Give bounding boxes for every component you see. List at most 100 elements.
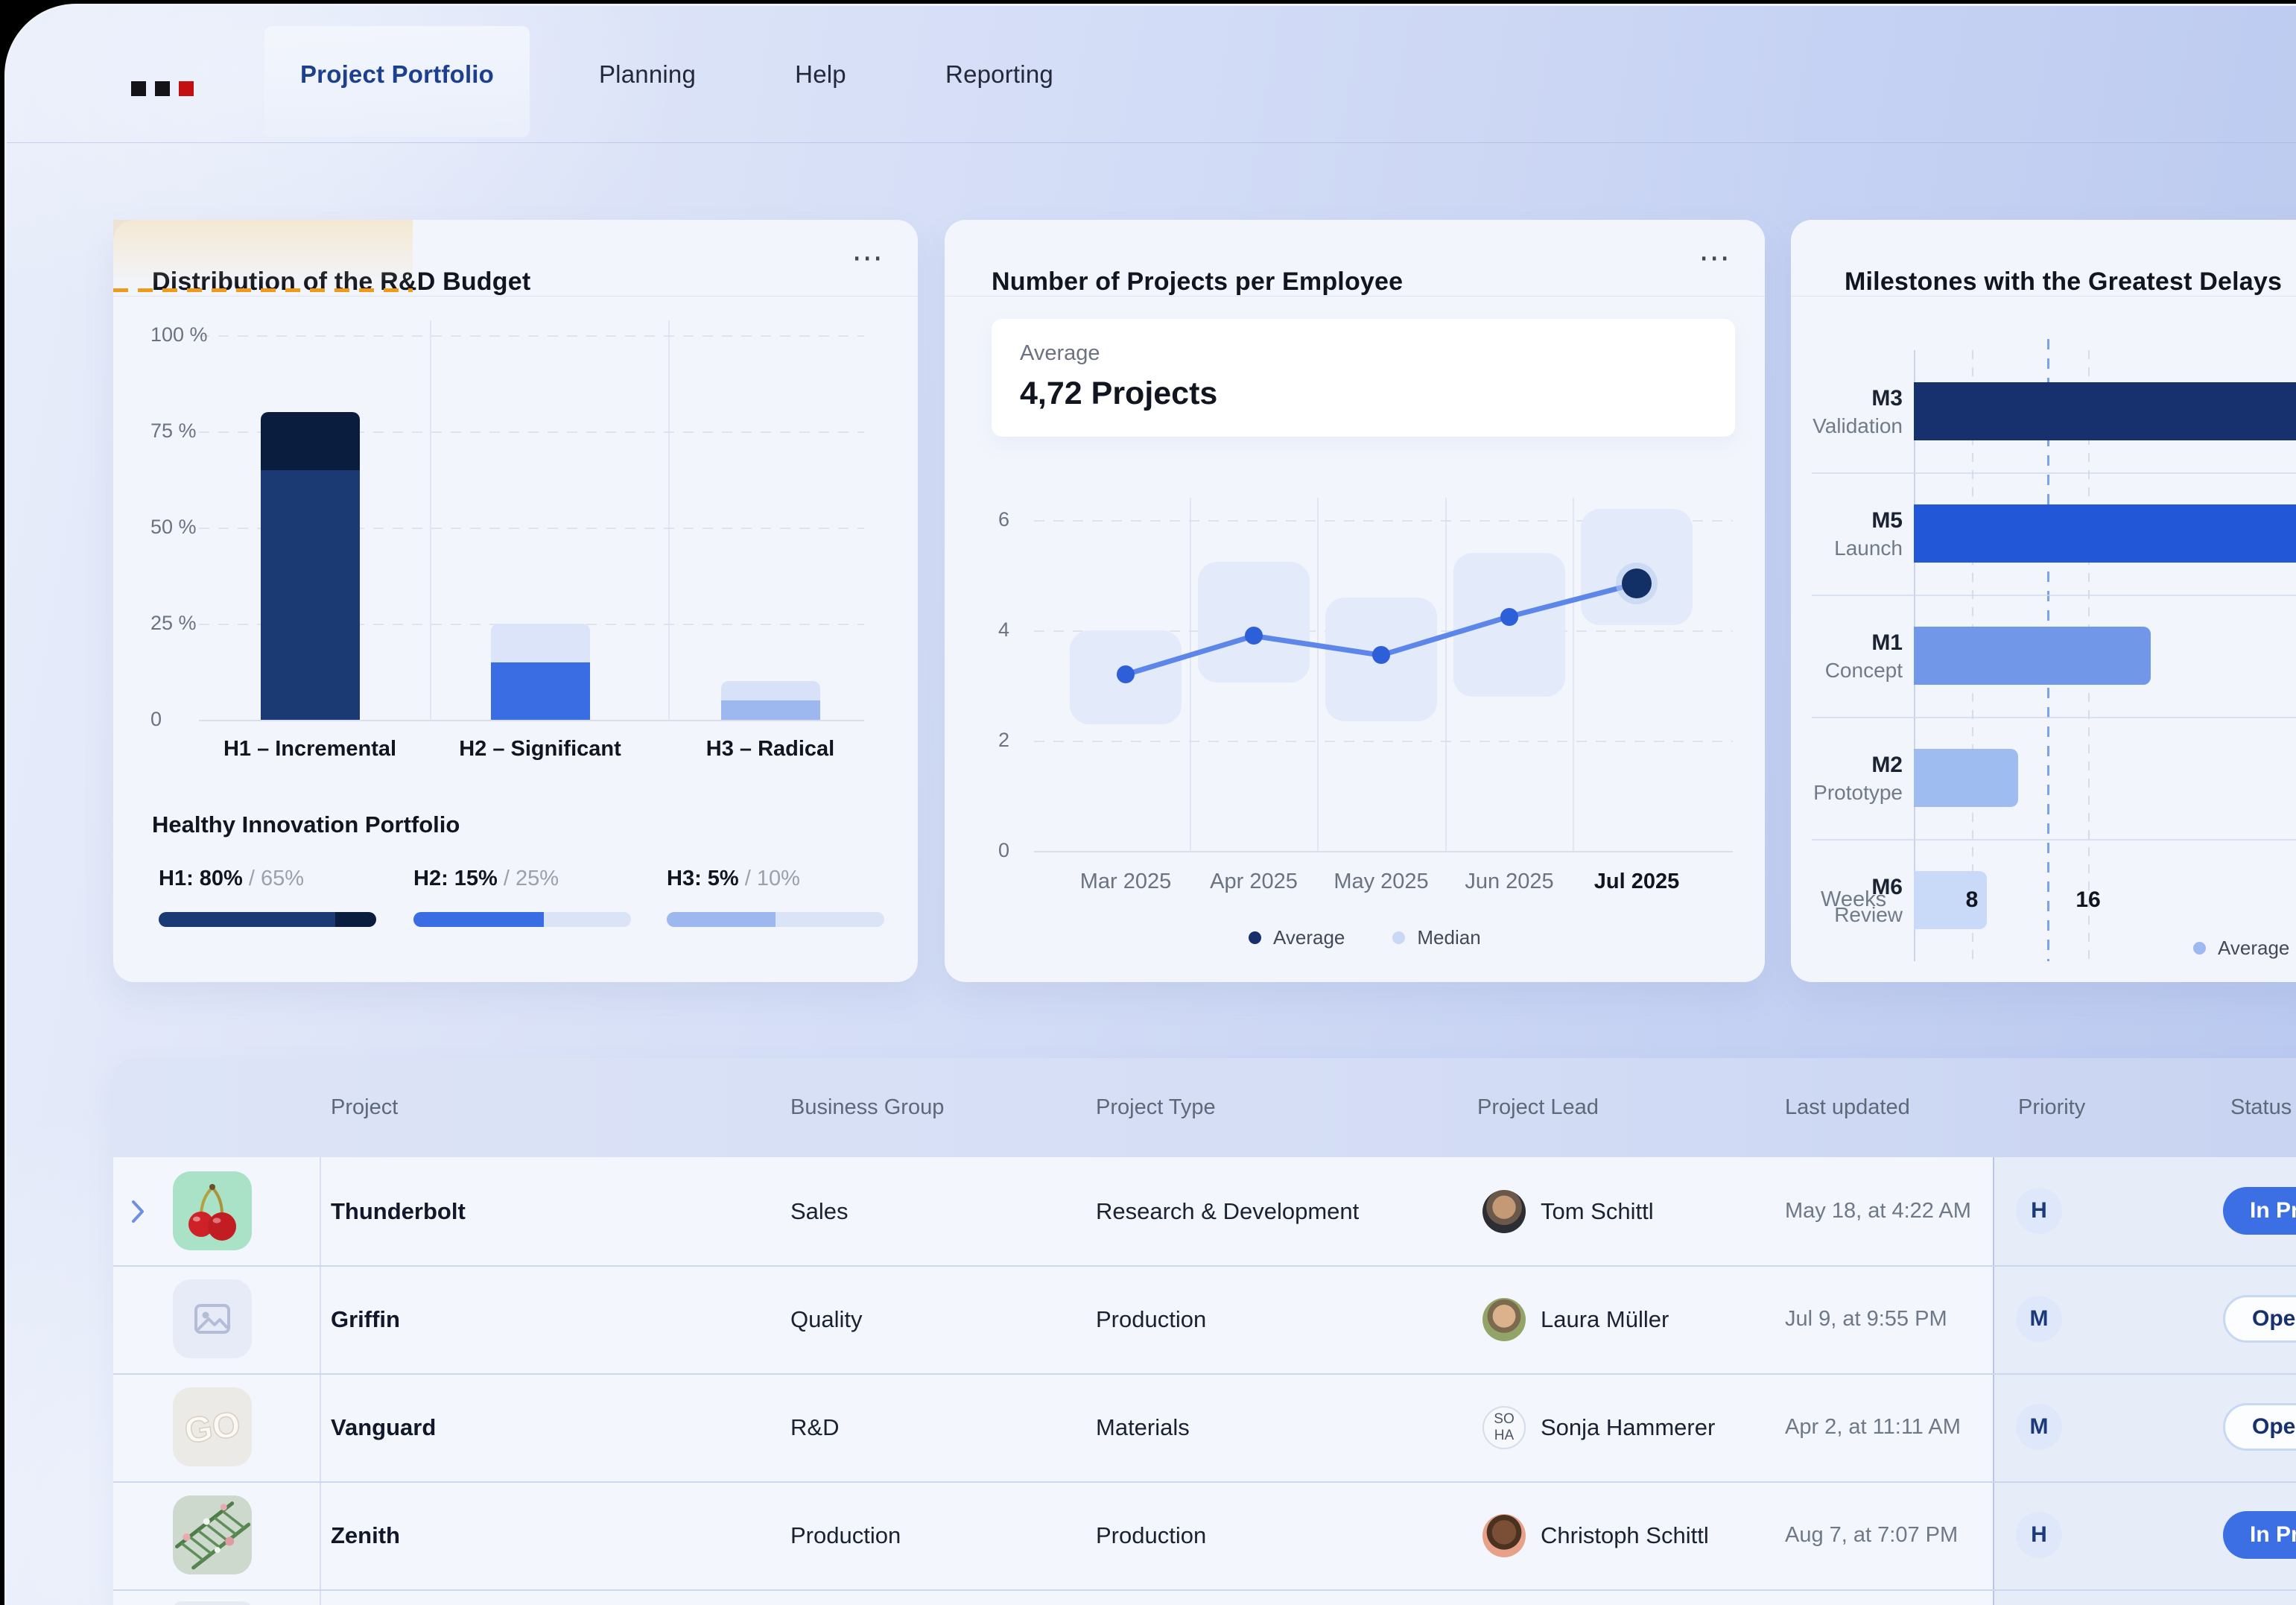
cell-project-type: Production bbox=[1096, 1522, 1207, 1548]
column-header-business-group[interactable]: Business Group bbox=[790, 1095, 945, 1119]
y-tick-label: 25 % bbox=[150, 612, 197, 634]
table-row-partial bbox=[113, 1589, 2296, 1605]
x-month-label: May 2025 bbox=[1333, 870, 1429, 893]
project-thumbnail-cherries bbox=[173, 1171, 252, 1250]
status-badge-in-progress: In Progress bbox=[2223, 1511, 2296, 1559]
column-separator bbox=[430, 320, 431, 720]
row-separator bbox=[1812, 595, 2296, 596]
gridline-50 bbox=[199, 528, 864, 529]
summary-label: H2: 15% / 25% bbox=[413, 867, 559, 890]
divider bbox=[113, 296, 918, 297]
milestone-label: M3 Validation bbox=[1813, 386, 1903, 437]
portfolio-summary-item: H3: 5% / 10% bbox=[667, 867, 884, 927]
y-tick-label: 50 % bbox=[150, 516, 197, 538]
kpi-value: 4,72 Projects bbox=[1020, 376, 1218, 411]
cell-project-name: Griffin bbox=[331, 1305, 400, 1332]
card-menu-ellipsis-icon[interactable]: ⋯ bbox=[852, 240, 885, 275]
nav-tab-reporting[interactable]: Reporting bbox=[945, 60, 1053, 88]
cell-business-group: Production bbox=[790, 1522, 901, 1548]
summary-progress-track bbox=[413, 912, 631, 927]
table-header: Project Business Group Project Type Project… bbox=[113, 1058, 2296, 1157]
projects-line-plot: 6 4 2 0 Mar 2025 Apr 2025 May 2025 Jun 2025 Jul … bbox=[945, 220, 1765, 982]
milestones-plot: M3 Validation M5 Launch M1 Concept M2 Prototype… bbox=[1791, 220, 2296, 982]
brand-logo[interactable] bbox=[131, 81, 194, 96]
portfolio-summary-item: H1: 80% / 65% bbox=[159, 867, 376, 927]
cell-project-type: Materials bbox=[1096, 1414, 1190, 1440]
card-milestone-delays: Milestones with the Greatest Delays M3 Va… bbox=[1791, 220, 2296, 982]
column-header-project-type[interactable]: Project Type bbox=[1096, 1095, 1216, 1119]
summary-label: H1: 80% / 65% bbox=[159, 867, 305, 890]
card-menu-ellipsis-icon[interactable]: ⋯ bbox=[1699, 240, 1732, 275]
table-row-zenith[interactable]: Zenith Production Production Christoph Schi… bbox=[113, 1481, 2296, 1591]
summary-progress-track bbox=[667, 912, 884, 927]
thumbnail-column-divider bbox=[320, 1058, 321, 1605]
table-row-vanguard[interactable]: GO Vanguard R&D Materials SO HA Sonja Hammerer… bbox=[113, 1373, 2296, 1483]
column-header-status[interactable]: Status bbox=[2230, 1095, 2292, 1119]
summary-progress-track bbox=[159, 912, 376, 927]
portfolio-summary: H1: 80% / 65% H2: 15% / 25% H3: 5% / 10% bbox=[113, 220, 918, 982]
chart-legend: Average Median bbox=[1249, 926, 1481, 949]
cell-project-lead: Tom Schittl bbox=[1482, 1157, 1654, 1265]
legend-item-average: Average bbox=[1249, 926, 1345, 949]
avatar-photo bbox=[1482, 1189, 1526, 1233]
target-dashed-line bbox=[113, 288, 413, 292]
y-tick-label: 75 % bbox=[150, 420, 197, 442]
cell-business-group: R&D bbox=[790, 1414, 840, 1440]
cell-project-name: Vanguard bbox=[331, 1414, 437, 1440]
legend-item-average: Average bbox=[2193, 937, 2289, 960]
card-rd-budget: Distribution of the R&D Budget ⋯ 100 %75… bbox=[113, 220, 918, 982]
avatar-photo bbox=[1482, 1297, 1526, 1341]
data-point bbox=[1117, 665, 1135, 684]
column-header-last-updated[interactable]: Last updated bbox=[1785, 1095, 1910, 1119]
milestone-bar-m2 bbox=[1914, 749, 2019, 807]
week-tick-label: 8 bbox=[1965, 887, 1979, 912]
legend-item-median: Median bbox=[1392, 926, 1481, 949]
priority-badge: H bbox=[2016, 1188, 2062, 1234]
divider bbox=[945, 296, 1765, 297]
active-tab-tile bbox=[264, 26, 530, 137]
status-badge-open: Open bbox=[2223, 1403, 2296, 1451]
project-thumbnail-dna bbox=[173, 1495, 252, 1574]
nav-tab-help[interactable]: Help bbox=[795, 60, 846, 88]
column-header-project-lead[interactable]: Project Lead bbox=[1477, 1095, 1599, 1119]
milestone-label: M1 Concept bbox=[1824, 630, 1903, 682]
nav-tab-planning[interactable]: Planning bbox=[598, 60, 697, 88]
cell-project-lead: Laura Müller bbox=[1482, 1265, 1669, 1373]
avatar-photo bbox=[1482, 1513, 1526, 1557]
gridline-2 bbox=[1034, 741, 1733, 742]
column-header-priority[interactable]: Priority bbox=[2018, 1095, 2086, 1119]
portfolio-summary-item: H2: 15% / 25% bbox=[413, 867, 631, 927]
priority-badge: M bbox=[2016, 1404, 2062, 1450]
status-badge-open: Open bbox=[2223, 1295, 2296, 1343]
projects-table: Project Business Group Project Type Project… bbox=[113, 1058, 2296, 1605]
priority-badge: M bbox=[2016, 1296, 2062, 1342]
avatar-initials: SO HA bbox=[1482, 1405, 1526, 1449]
logo-square-1 bbox=[131, 81, 146, 96]
data-point-current bbox=[1622, 569, 1652, 599]
y-tick-label: 0 bbox=[998, 839, 1010, 861]
month-separator bbox=[1573, 498, 1574, 851]
milestone-bar-m6 bbox=[1914, 871, 1987, 929]
cell-project-type: Production bbox=[1096, 1305, 1207, 1332]
table-row-thunderbolt[interactable]: Thunderbolt Sales Research & Development To… bbox=[113, 1157, 2296, 1267]
table-row-griffin[interactable]: Griffin Quality Production Laura Müller Jul … bbox=[113, 1265, 2296, 1375]
app-window: Project Portfolio Planning Help Reporting D… bbox=[4, 4, 2296, 1605]
milestone-bar-m5 bbox=[1914, 504, 2296, 563]
row-expand-chevron-icon[interactable] bbox=[130, 1198, 146, 1229]
project-thumbnail-image-placeholder bbox=[173, 1279, 252, 1358]
y-tick-label: 4 bbox=[998, 618, 1010, 641]
column-header-project[interactable]: Project bbox=[331, 1095, 399, 1119]
cell-project-lead: Christoph Schittl bbox=[1482, 1481, 1709, 1589]
data-point bbox=[1372, 646, 1390, 665]
milestone-bar-m3 bbox=[1914, 382, 2296, 440]
x-category-label: H2 – Significant bbox=[459, 737, 621, 761]
bar-h3 bbox=[720, 700, 820, 720]
nav-tab-project-portfolio[interactable]: Project Portfolio bbox=[299, 60, 495, 88]
x-month-label: Jul 2025 bbox=[1593, 870, 1680, 893]
cell-business-group: Sales bbox=[790, 1197, 849, 1224]
week-tick-label: 16 bbox=[2075, 887, 2101, 912]
x-category-label: H3 – Radical bbox=[705, 737, 835, 761]
cell-project-name: Thunderbolt bbox=[331, 1197, 466, 1224]
priority-badge: H bbox=[2016, 1512, 2062, 1558]
top-nav: Project Portfolio Planning Help Reporting bbox=[7, 6, 2296, 143]
